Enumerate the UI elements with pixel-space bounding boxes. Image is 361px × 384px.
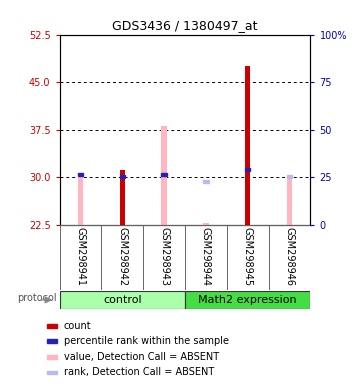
Bar — [161, 173, 167, 176]
Text: protocol: protocol — [18, 293, 57, 303]
Text: GSM298945: GSM298945 — [243, 227, 253, 286]
Bar — [287, 177, 292, 225]
Text: percentile rank within the sample: percentile rank within the sample — [64, 336, 229, 346]
Text: value, Detection Call = ABSENT: value, Detection Call = ABSENT — [64, 352, 219, 362]
Text: rank, Detection Call = ABSENT: rank, Detection Call = ABSENT — [64, 367, 214, 377]
Text: control: control — [103, 295, 142, 305]
Text: GSM298946: GSM298946 — [284, 227, 295, 286]
Title: GDS3436 / 1380497_at: GDS3436 / 1380497_at — [112, 19, 258, 32]
Bar — [287, 175, 292, 178]
Text: GSM298941: GSM298941 — [75, 227, 86, 286]
Bar — [119, 175, 125, 178]
Bar — [60, 291, 185, 309]
Bar — [185, 291, 310, 309]
Bar — [78, 173, 83, 225]
Text: GSM298944: GSM298944 — [201, 227, 211, 286]
Bar — [47, 324, 57, 328]
Text: Math2 expression: Math2 expression — [199, 295, 297, 305]
Text: GSM298943: GSM298943 — [159, 227, 169, 286]
Text: GSM298942: GSM298942 — [117, 227, 127, 286]
Text: count: count — [64, 321, 92, 331]
Bar — [47, 339, 57, 343]
Bar — [78, 173, 83, 176]
Bar — [47, 355, 57, 359]
Bar — [245, 66, 251, 225]
Bar — [47, 371, 57, 374]
Bar — [245, 168, 251, 171]
Bar — [203, 180, 209, 183]
Bar — [161, 126, 167, 225]
Bar — [119, 169, 125, 225]
Bar — [203, 223, 209, 225]
